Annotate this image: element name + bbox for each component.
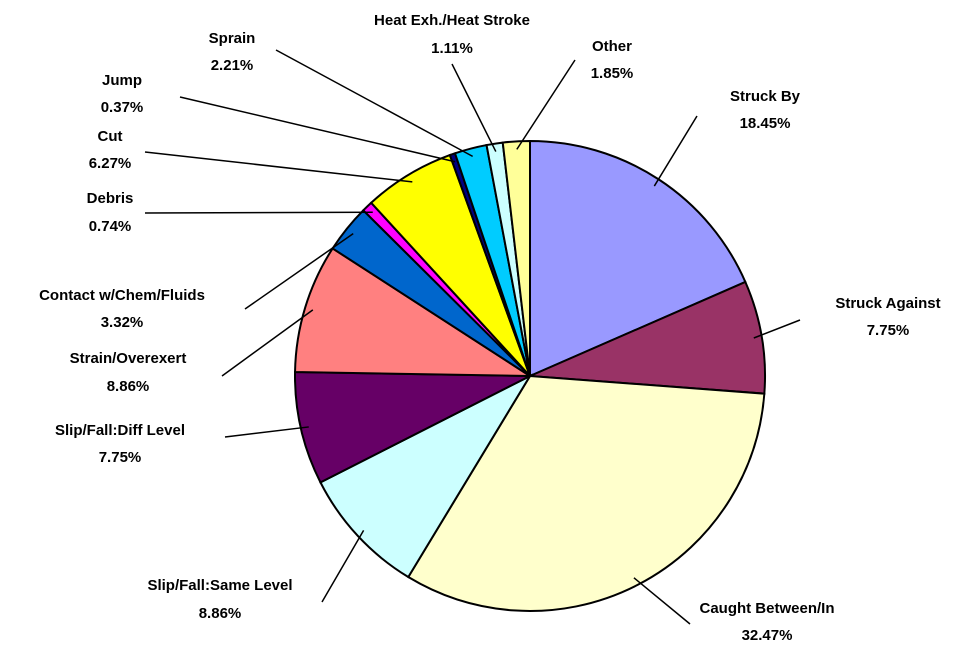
pie-slice <box>294 370 531 484</box>
slice-label: Other <box>592 38 632 55</box>
slice-label: Strain/Overexert <box>70 350 187 367</box>
pie-slice <box>529 280 766 395</box>
leader-line <box>144 211 373 214</box>
leader-line <box>653 115 698 187</box>
leader-line <box>221 309 314 377</box>
slice-label: Struck Against <box>835 295 940 312</box>
slice-label: Caught Between/In <box>699 600 834 617</box>
leader-line <box>179 96 456 163</box>
leader-line <box>244 232 354 310</box>
slice-label: Heat Exh./Heat Stroke <box>374 12 530 29</box>
slice-label: Contact w/Chem/Fluids <box>39 287 205 304</box>
slice-label: Sprain <box>209 30 256 47</box>
slice-value-label: 0.37% <box>101 99 144 116</box>
slice-value-label: 8.86% <box>199 605 242 622</box>
slice-label: Struck By <box>730 88 801 105</box>
slice-label: Debris <box>87 190 134 207</box>
pie-slice <box>294 247 534 378</box>
slice-value-label: 32.47% <box>742 627 793 644</box>
slice-value-label: 8.86% <box>107 378 150 395</box>
slice-value-label: 2.21% <box>211 57 254 74</box>
slice-value-label: 1.85% <box>591 65 634 82</box>
slice-label: Slip/Fall:Diff Level <box>55 422 185 439</box>
pie-slice <box>501 139 531 377</box>
slice-value-label: 3.32% <box>101 314 144 331</box>
slice-value-label: 7.75% <box>867 322 910 339</box>
slice-value-label: 6.27% <box>89 155 132 172</box>
leader-line <box>516 59 576 150</box>
slice-value-label: 1.11% <box>431 40 473 57</box>
slice-value-label: 18.45% <box>740 115 791 132</box>
leader-line <box>753 319 801 339</box>
pie-slice <box>406 374 766 612</box>
leader-line <box>321 530 365 603</box>
slice-value-label: 0.74% <box>89 218 132 235</box>
slice-value-label: 7.75% <box>99 449 142 466</box>
pie-slice <box>319 373 533 579</box>
leader-line <box>144 151 413 183</box>
slice-label: Slip/Fall:Same Level <box>147 577 292 594</box>
leader-line <box>451 63 497 152</box>
leader-line <box>224 426 309 438</box>
leader-line <box>633 577 691 625</box>
slice-label: Cut <box>98 128 123 145</box>
leader-line <box>275 49 474 158</box>
slice-label: Jump <box>102 72 142 89</box>
